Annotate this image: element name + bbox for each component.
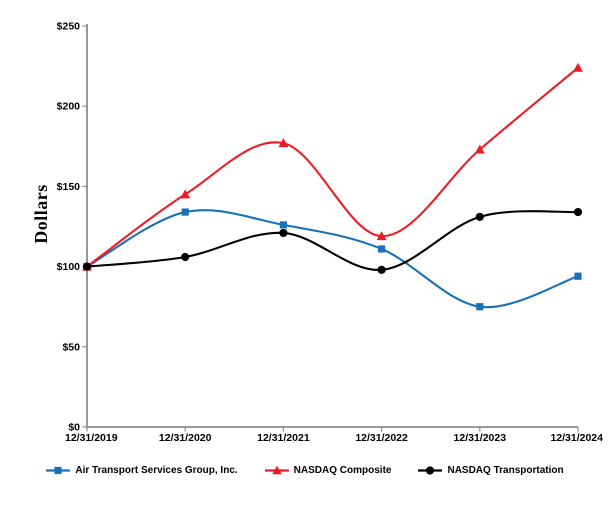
legend-label-air-transport: Air Transport Services Group, Inc.: [75, 464, 238, 476]
y-axis-tick-label: $200: [57, 101, 81, 113]
legend-marker-black-circle-icon: [418, 466, 443, 475]
y-axis-tick-label: $50: [62, 341, 80, 353]
series-marker-square: [574, 272, 582, 280]
series-marker-circle: [573, 207, 583, 217]
legend-marker-red-triangle-icon: [264, 465, 289, 475]
series-line-2: [85, 210, 580, 271]
legend-label-nasdaq-composite: NASDAQ Composite: [293, 464, 392, 476]
x-axis-tick-label: 12/31/2024: [550, 432, 603, 444]
y-axis-tick-label: $250: [57, 21, 81, 33]
series-marker-circle: [181, 252, 190, 262]
series-marker-triangle: [573, 62, 583, 72]
legend-label-nasdaq-transportation: NASDAQ Transportation: [447, 464, 564, 476]
series-line-1: [85, 66, 580, 268]
y-axis-tick-label: $0: [68, 422, 80, 434]
series-marker-circle: [82, 262, 92, 271]
chart-legend: Air Transport Services Group, Inc. NASDA…: [0, 458, 609, 482]
series-marker-triangle: [376, 231, 387, 241]
series-marker-square: [378, 245, 386, 253]
y-axis-tick-label: $150: [57, 181, 81, 193]
y-axis-title: Dollars: [31, 184, 51, 244]
x-axis-tick-label: 12/31/2019: [65, 432, 118, 444]
series-marker-triangle: [474, 144, 485, 154]
series-marker-square: [476, 303, 484, 311]
x-axis-tick-label: 12/31/2021: [257, 432, 310, 444]
legend-item-nasdaq-composite: NASDAQ Composite: [264, 464, 392, 476]
y-axis-tick-label: $100: [57, 261, 81, 273]
series-marker-triangle: [278, 138, 289, 148]
series-marker-square: [181, 208, 189, 216]
series-line-0: [85, 209, 580, 309]
series-marker-triangle: [180, 189, 191, 199]
series-marker-circle: [475, 212, 484, 221]
series-marker-circle: [377, 265, 386, 274]
legend-marker-blue-square-icon: [46, 466, 71, 475]
series-marker-circle: [279, 228, 288, 238]
x-axis-tick-label: 12/31/2020: [159, 432, 212, 444]
chart-plot-area: $0 $50 $100 $150 $200 $250 12/31/2019 12/31/202…: [57, 21, 604, 445]
x-axis-tick-label: 12/31/2023: [454, 432, 507, 444]
x-axis-tick-label: 12/31/2022: [355, 432, 408, 444]
series-marker-square: [279, 221, 287, 229]
legend-item-nasdaq-transportation: NASDAQ Transportation: [417, 464, 564, 476]
legend-item-air-transport: Air Transport Services Group, Inc.: [45, 464, 238, 476]
